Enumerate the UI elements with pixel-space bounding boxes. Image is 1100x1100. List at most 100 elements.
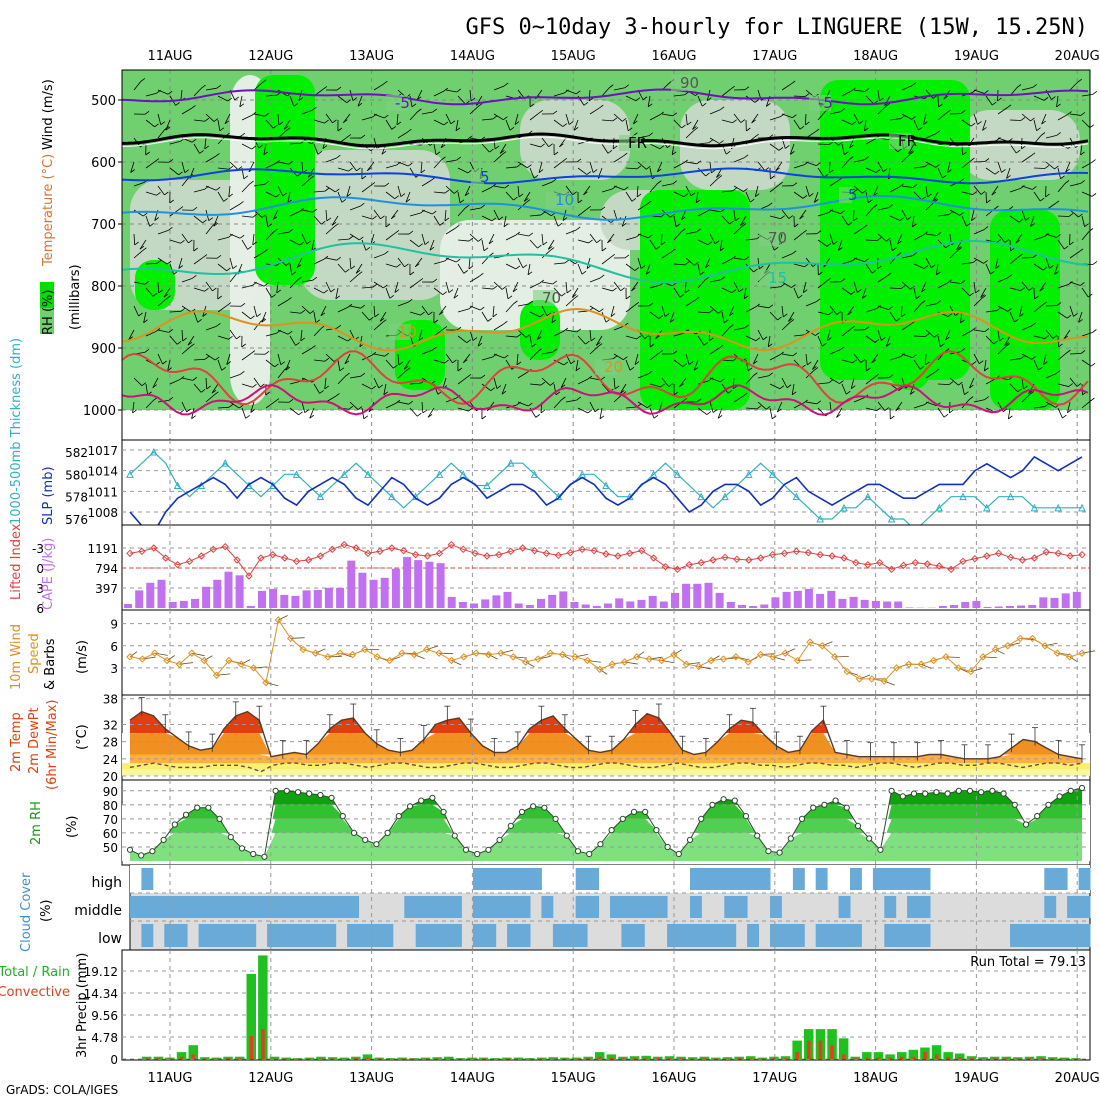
wind-barb-flag [794, 223, 799, 228]
wind-barb-flag [672, 282, 677, 287]
wind-barb [229, 204, 240, 211]
wind-barb-flag [432, 108, 438, 113]
cape-bar [458, 602, 467, 608]
wind-barb-flag [600, 376, 606, 381]
wind-barb-flag [729, 220, 734, 225]
cloud-cell [690, 924, 702, 947]
wind-barb [505, 119, 511, 131]
wind-barb-flag [489, 148, 494, 153]
wind-barb-flag [827, 337, 832, 341]
wind-barb [709, 109, 721, 115]
precip-conv-bar [365, 1057, 370, 1059]
rh2m-tick-label: 80 [103, 799, 118, 813]
wind-barb-flag [160, 121, 166, 125]
wind-barb-flag [629, 366, 635, 371]
wind-barb [445, 185, 455, 194]
wind10-barb [129, 651, 138, 658]
wind-barb-flag [934, 333, 939, 338]
wind-barb [217, 406, 230, 409]
wind-barb [224, 113, 231, 124]
wind-barb-flag [480, 204, 486, 209]
cape-bar [961, 602, 970, 608]
wind-barb [181, 177, 190, 187]
precip-total-bar [153, 1056, 164, 1059]
li-point [554, 551, 563, 560]
wind-barb [527, 263, 531, 275]
wind-barb [908, 143, 915, 154]
li-point [887, 565, 896, 574]
cape-bar [994, 606, 1003, 608]
wind-barb [1021, 185, 1033, 190]
wind-barb-flag [391, 126, 396, 130]
cape-bar [1017, 605, 1025, 608]
precip-total-bar [327, 1057, 338, 1059]
wind-barb-flag [228, 403, 234, 408]
wind-barb [601, 383, 610, 393]
wind-barb [1039, 281, 1047, 292]
precip-conv-bar [563, 1058, 567, 1059]
wind-barb [409, 239, 419, 248]
wind-barb-flag [609, 84, 614, 89]
cloud-cell [152, 896, 165, 918]
wind-barb [1021, 325, 1033, 331]
wind-barb-flag [886, 237, 891, 242]
cloud-cell [770, 924, 782, 947]
cape-bar [615, 598, 624, 608]
wind-barb [1057, 383, 1069, 387]
wind-barb [721, 258, 732, 265]
wind-barb-flag [862, 189, 867, 194]
precip-total-bar [850, 1056, 860, 1059]
wind-barb-flag [514, 121, 520, 125]
wind-barb-flag [1056, 234, 1061, 238]
wind-barb-flag [931, 264, 936, 268]
wind-barb-flag [443, 87, 449, 92]
wind-barb-flag [767, 343, 773, 348]
cape-bar [548, 594, 557, 608]
li-point [161, 554, 170, 562]
precip-conv-bar [400, 1058, 405, 1059]
wind-barb [913, 404, 925, 409]
wind-barb-flag [845, 390, 851, 395]
wind-barb [265, 215, 269, 227]
wind-barb [937, 407, 945, 418]
cloud-cell [792, 924, 805, 947]
wind10-point [1041, 642, 1049, 650]
wind-barb-flag [984, 158, 990, 162]
wind-barb [697, 239, 709, 246]
cloud-cell [644, 896, 657, 918]
cape-bar [179, 600, 188, 608]
wind-barb [361, 116, 373, 121]
wind-barb-flag [278, 121, 284, 126]
wind-barb-flag [635, 97, 641, 102]
wind-barb [469, 89, 472, 101]
precip-total-bar [234, 1056, 245, 1059]
wind-barb-flag [168, 158, 174, 163]
wind-barb [313, 215, 322, 225]
wind-barb [276, 281, 279, 293]
wind-barb [301, 348, 312, 355]
wind-barb [505, 335, 517, 338]
wind-barb [817, 143, 830, 146]
wind-barb-flag [564, 259, 570, 264]
wind-barb-flag [599, 308, 604, 313]
wind10-point [719, 655, 728, 663]
wind-barb-flag [498, 216, 504, 221]
wind-barb [1069, 251, 1080, 259]
wind10-axis-label-2: Speed [27, 633, 42, 674]
wind-barb-flag [994, 205, 999, 210]
precip-conv-bar [679, 1058, 683, 1059]
rh2m-tick-label: 90 [103, 785, 118, 799]
wind-barb-flag [411, 103, 417, 108]
date-label-bottom: 16AUG [651, 1071, 696, 1086]
cloud-cell [381, 924, 394, 947]
wind-barb-flag [897, 148, 902, 153]
wind-barb [1021, 353, 1032, 360]
cape-bar [436, 563, 445, 608]
wind-barb [745, 191, 751, 203]
thickness-point [387, 492, 396, 501]
wind-barb [661, 305, 666, 317]
wind-barb-flag [417, 412, 422, 417]
wind-barb [409, 167, 417, 178]
wind-barb [1009, 358, 1021, 361]
wind-barb-flag [1030, 223, 1035, 227]
